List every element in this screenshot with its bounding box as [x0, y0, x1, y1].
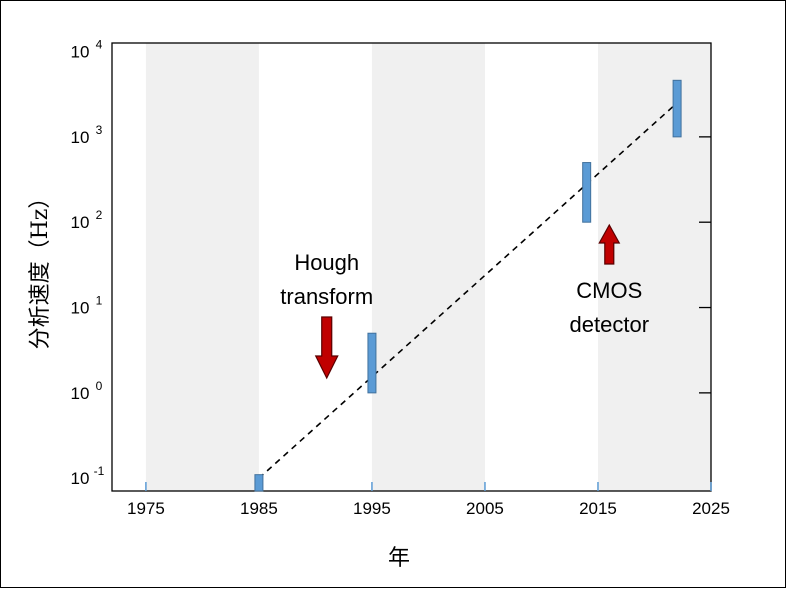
x-axis-title: 年: [388, 546, 410, 571]
annotation-text-0-1: transform: [280, 284, 373, 309]
y-tick-label-2: 10: [71, 299, 90, 318]
y-tick-exponent-2: 1: [96, 294, 103, 308]
y-tick-labels: 10 -1 10 0 10 1 10 2 10 3 10 4: [71, 38, 105, 489]
x-tick-label-2005: 2005: [466, 499, 504, 518]
y-tick-exponent-4: 3: [96, 123, 103, 137]
x-tick-labels: 1975 1985 1995 2005 2015 2025: [127, 499, 730, 518]
y-tick-label-1: 10: [71, 384, 90, 403]
bar-2014: [582, 162, 592, 223]
right-axis-ticks: [699, 136, 711, 394]
y-tick-label-5: 10: [71, 43, 90, 62]
x-tick-label-1995: 1995: [353, 499, 391, 518]
y-tick-label-3: 10: [71, 213, 90, 232]
shaded-bands: [145, 43, 711, 491]
annotation-text-0-0: Hough: [294, 250, 359, 275]
x-tick-label-2025: 2025: [692, 499, 730, 518]
trend-line: [258, 102, 678, 479]
y-tick-exponent-1: 0: [96, 379, 103, 393]
annotation-text-1-1: detector: [570, 312, 650, 337]
bar-1995: [367, 332, 377, 394]
bar-1985: [254, 474, 264, 492]
x-tick-label-2015: 2015: [579, 499, 617, 518]
y-tick-exponent-5: 4: [96, 38, 103, 52]
x-tick-label-1985: 1985: [240, 499, 278, 518]
y-tick-label-0: 10: [71, 469, 90, 488]
shaded-band-0: [145, 43, 259, 491]
data-bars: [254, 79, 682, 492]
annotation-arrow-0: [314, 316, 339, 380]
y-axis-title: 分析速度（Hz）: [28, 187, 53, 350]
y-tick-exponent-0: -1: [94, 464, 105, 478]
plot-area-border: [111, 42, 712, 492]
annotation-arrow-1: [598, 223, 621, 265]
shaded-band-2: [597, 43, 711, 491]
annotation-text-1-0: CMOS: [576, 278, 642, 303]
x-tick-label-1975: 1975: [127, 499, 165, 518]
shaded-band-1: [371, 43, 485, 491]
y-tick-exponent-3: 2: [96, 208, 103, 222]
annotations: Hough transform CMOS detector: [280, 223, 650, 380]
bar-2022: [672, 79, 682, 138]
y-tick-label-4: 10: [71, 128, 90, 147]
